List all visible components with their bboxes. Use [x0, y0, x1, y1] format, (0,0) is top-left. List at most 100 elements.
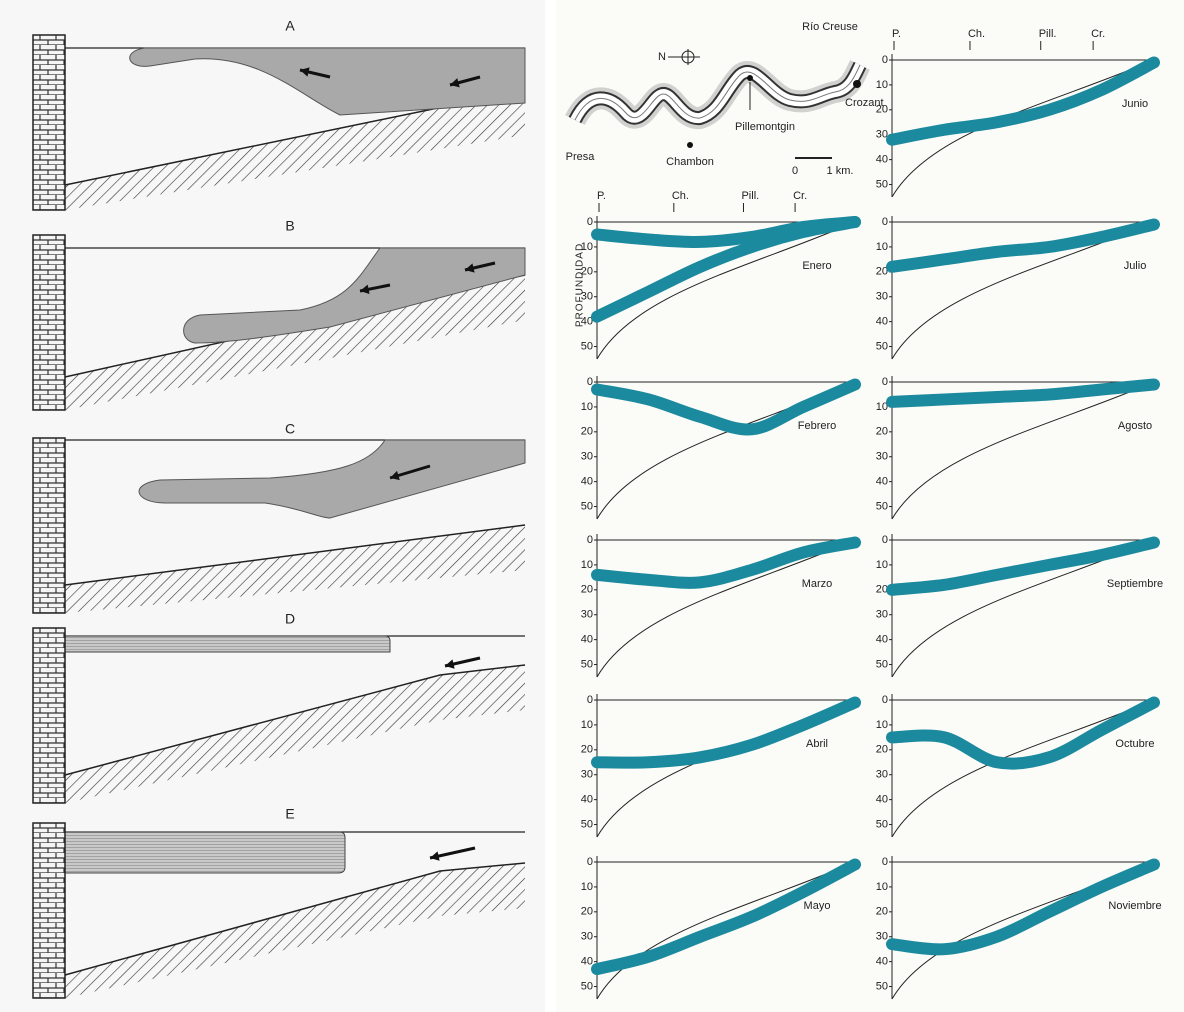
y-tick-label: 10 [581, 719, 593, 731]
y-tick-label: 10 [581, 241, 593, 253]
diagram-label: C [285, 421, 295, 437]
y-tick-label: 0 [587, 216, 593, 228]
station-label: Pill. [741, 190, 759, 202]
y-tick-label: 0 [587, 534, 593, 546]
y-tick-label: 40 [876, 476, 888, 488]
y-tick-label: 40 [876, 956, 888, 968]
y-tick-label: 30 [876, 931, 888, 943]
y-tick-label: 20 [876, 426, 888, 438]
y-tick-label: 30 [581, 931, 593, 943]
y-tick-label: 50 [876, 178, 888, 190]
y-tick-label: 20 [581, 584, 593, 596]
y-tick-label: 50 [876, 818, 888, 830]
y-tick-label: 30 [581, 291, 593, 303]
y-tick-label: 50 [581, 980, 593, 992]
y-tick-label: 10 [876, 719, 888, 731]
y-tick-label: 30 [581, 769, 593, 781]
month-label: Marzo [802, 578, 833, 590]
month-label: Julio [1124, 260, 1147, 272]
y-tick-label: 40 [581, 634, 593, 646]
y-tick-label: 50 [876, 340, 888, 352]
north-label: N [658, 51, 666, 63]
month-label: Octubre [1115, 738, 1154, 750]
station-label: Pill. [1039, 28, 1057, 40]
y-tick-label: 30 [581, 451, 593, 463]
y-tick-label: 30 [876, 769, 888, 781]
y-tick-label: 0 [587, 856, 593, 868]
month-label: Noviembre [1108, 900, 1161, 912]
y-tick-label: 50 [581, 818, 593, 830]
month-label: Abril [806, 738, 828, 750]
diagram-label: E [285, 806, 294, 822]
y-tick-label: 20 [876, 906, 888, 918]
station-label: P. [892, 28, 901, 40]
y-tick-label: 40 [581, 956, 593, 968]
station-label: Ch. [968, 28, 985, 40]
y-tick-label: 50 [581, 500, 593, 512]
inflow-layer [65, 832, 345, 873]
y-tick-label: 20 [581, 744, 593, 756]
place-label: Chambon [666, 156, 714, 168]
month-label: Enero [802, 260, 831, 272]
station-label: P. [597, 190, 606, 202]
y-tick-label: 40 [876, 154, 888, 166]
right-background [556, 0, 1184, 1012]
inflow-layer [65, 636, 390, 652]
y-tick-label: 40 [581, 476, 593, 488]
page: ABCDE Río Creuse N Crozant Pillemontgin … [0, 0, 1184, 1012]
month-label: Agosto [1118, 420, 1152, 432]
diagram-label: D [285, 611, 295, 627]
y-tick-label: 0 [882, 54, 888, 66]
y-tick-label: 20 [581, 906, 593, 918]
station-label: Cr. [1091, 28, 1105, 40]
y-tick-label: 10 [876, 881, 888, 893]
y-tick-label: 40 [876, 794, 888, 806]
y-tick-label: 50 [876, 980, 888, 992]
y-tick-label: 0 [882, 856, 888, 868]
y-tick-label: 0 [587, 694, 593, 706]
dam [33, 438, 65, 613]
y-tick-label: 10 [581, 881, 593, 893]
month-label: Mayo [804, 900, 831, 912]
dam [33, 235, 65, 410]
y-tick-label: 30 [876, 609, 888, 621]
y-tick-label: 10 [876, 559, 888, 571]
place-label: Pillemontgin [735, 121, 795, 133]
y-tick-label: 50 [581, 658, 593, 670]
y-tick-label: 40 [876, 634, 888, 646]
y-tick-label: 30 [876, 291, 888, 303]
y-tick-label: 0 [882, 694, 888, 706]
y-tick-label: 30 [876, 451, 888, 463]
figure: ABCDE Río Creuse N Crozant Pillemontgin … [0, 0, 1184, 1012]
y-tick-label: 20 [581, 266, 593, 278]
y-tick-label: 50 [876, 500, 888, 512]
y-tick-label: 50 [581, 340, 593, 352]
y-tick-label: 0 [882, 216, 888, 228]
diagram-label: B [285, 218, 294, 234]
river-name: Río Creuse [802, 21, 858, 33]
y-tick-label: 0 [882, 376, 888, 388]
dam [33, 628, 65, 803]
y-tick-label: 10 [876, 241, 888, 253]
axis-label: PROFUNDIDAD [575, 243, 586, 327]
station-label: Ch. [672, 190, 689, 202]
y-tick-label: 10 [581, 559, 593, 571]
y-tick-label: 40 [581, 794, 593, 806]
y-tick-label: 40 [876, 316, 888, 328]
scale-label: 1 km. [827, 165, 854, 177]
dam [33, 823, 65, 998]
y-tick-label: 30 [581, 609, 593, 621]
place-label: Presa [566, 151, 596, 163]
y-tick-label: 20 [876, 744, 888, 756]
scale-label: 0 [792, 165, 798, 177]
y-tick-label: 20 [581, 426, 593, 438]
month-label: Septiembre [1107, 578, 1163, 590]
y-tick-label: 20 [876, 104, 888, 116]
month-label: Junio [1122, 98, 1148, 110]
y-tick-label: 50 [876, 658, 888, 670]
y-tick-label: 10 [581, 401, 593, 413]
dam [33, 35, 65, 210]
diagram-label: A [285, 18, 295, 34]
y-tick-label: 10 [876, 79, 888, 91]
month-label: Febrero [798, 420, 837, 432]
